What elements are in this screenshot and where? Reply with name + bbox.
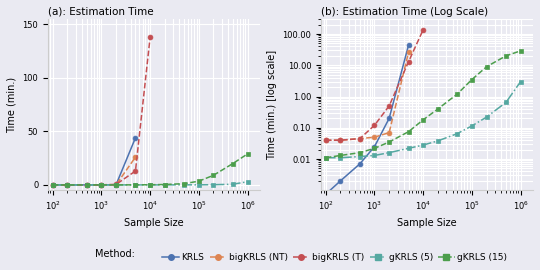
Text: (a): Estimation Time: (a): Estimation Time <box>48 7 153 17</box>
Text: Method:: Method: <box>94 249 134 259</box>
Legend: KRLS, bigKRLS (NT), bigKRLS (T), gKRLS (5), gKRLS (15): KRLS, bigKRLS (NT), bigKRLS (T), gKRLS (… <box>159 249 511 265</box>
Y-axis label: Time (min.) [log scale]: Time (min.) [log scale] <box>267 50 277 160</box>
Y-axis label: Time (min.): Time (min.) <box>7 77 17 133</box>
X-axis label: Sample Size: Sample Size <box>397 218 457 228</box>
X-axis label: Sample Size: Sample Size <box>124 218 184 228</box>
Text: (b): Estimation Time (Log Scale): (b): Estimation Time (Log Scale) <box>321 7 488 17</box>
